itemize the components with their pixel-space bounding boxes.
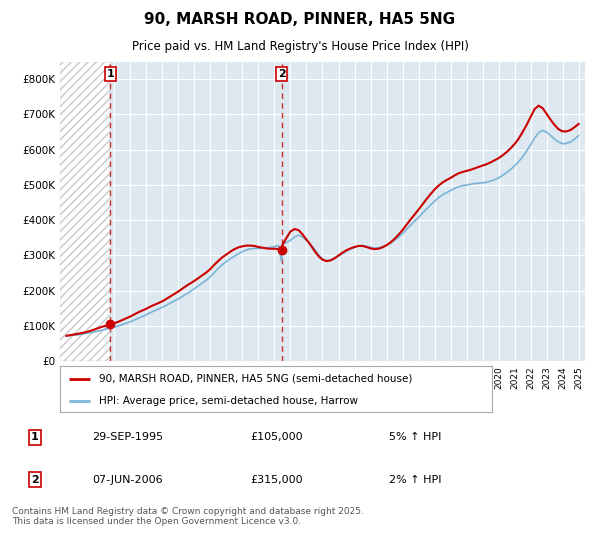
Text: Price paid vs. HM Land Registry's House Price Index (HPI): Price paid vs. HM Land Registry's House …	[131, 40, 469, 53]
Text: 90, MARSH ROAD, PINNER, HA5 5NG (semi-detached house): 90, MARSH ROAD, PINNER, HA5 5NG (semi-de…	[99, 374, 412, 384]
Text: Contains HM Land Registry data © Crown copyright and database right 2025.
This d: Contains HM Land Registry data © Crown c…	[12, 507, 364, 526]
Text: 07-JUN-2006: 07-JUN-2006	[92, 475, 163, 485]
Text: £315,000: £315,000	[251, 475, 303, 485]
Text: 2: 2	[278, 69, 286, 79]
Text: 29-SEP-1995: 29-SEP-1995	[92, 432, 163, 442]
Bar	[60, 62, 110, 361]
Text: 5% ↑ HPI: 5% ↑ HPI	[389, 432, 442, 442]
Text: £105,000: £105,000	[251, 432, 303, 442]
Text: 90, MARSH ROAD, PINNER, HA5 5NG: 90, MARSH ROAD, PINNER, HA5 5NG	[145, 12, 455, 27]
Text: 2% ↑ HPI: 2% ↑ HPI	[389, 475, 442, 485]
Text: 1: 1	[31, 432, 39, 442]
Text: 2: 2	[31, 475, 39, 485]
Text: HPI: Average price, semi-detached house, Harrow: HPI: Average price, semi-detached house,…	[99, 396, 358, 407]
Text: 1: 1	[107, 69, 114, 79]
